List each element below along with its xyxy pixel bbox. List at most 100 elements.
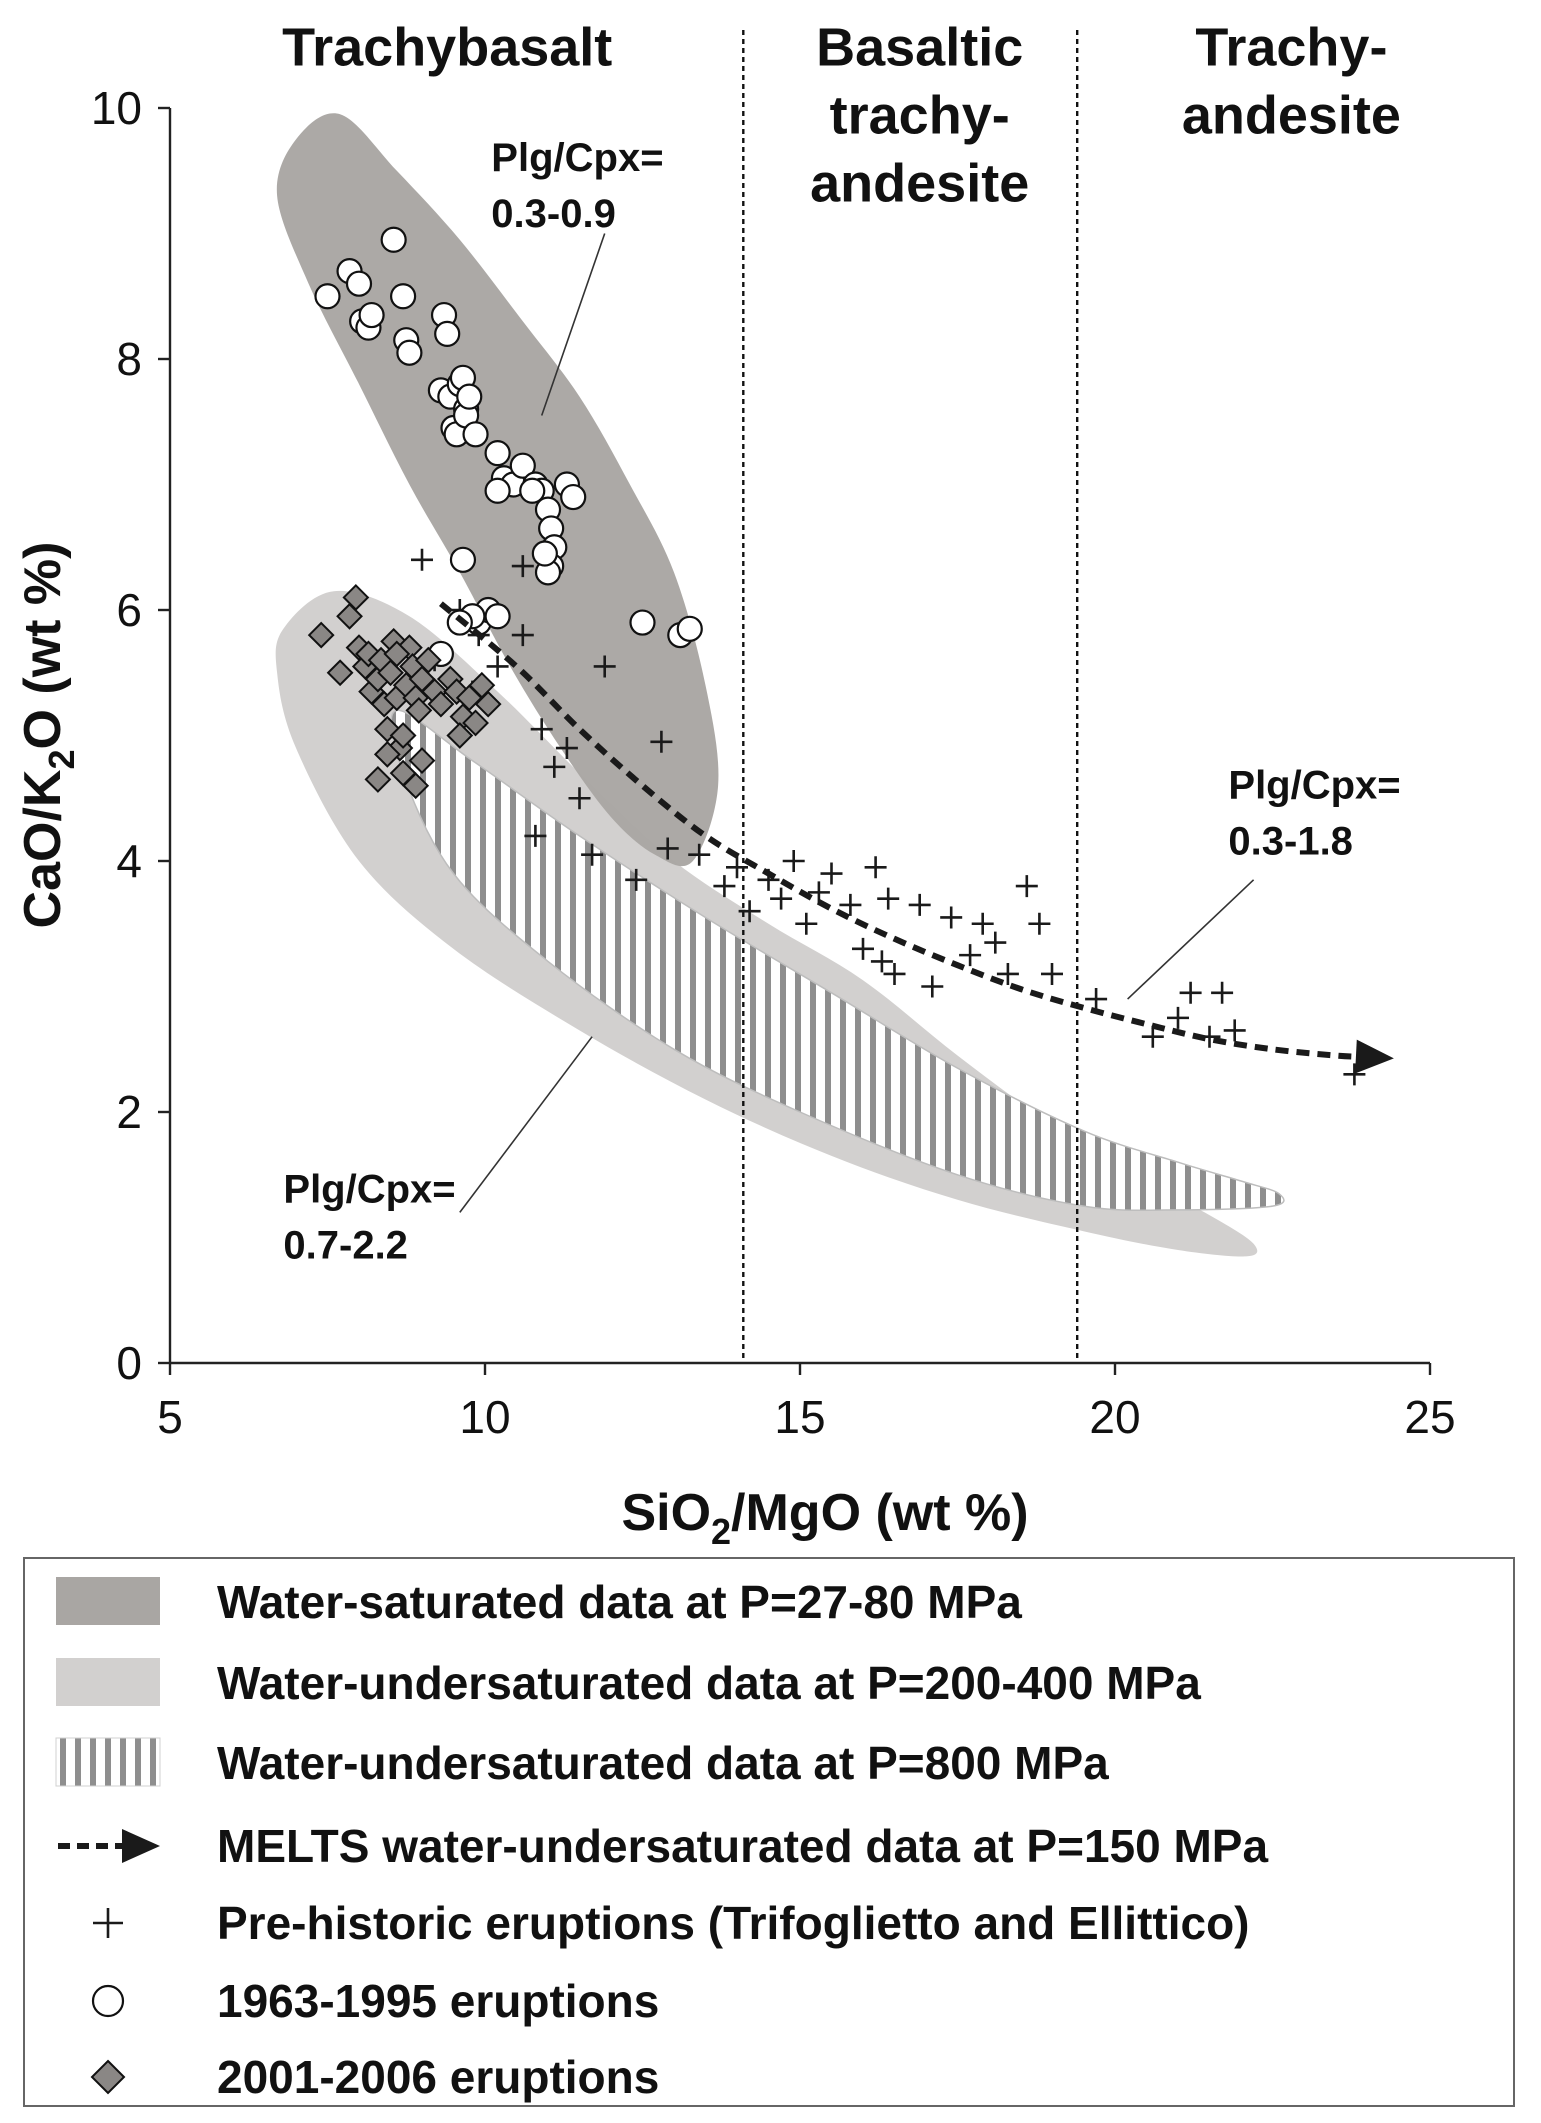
ratio-label-text: Plg/Cpx= [1228, 763, 1400, 807]
ratio-label-text: Plg/Cpx= [491, 136, 663, 180]
y-tick-label: 4 [116, 835, 142, 887]
point-2001-2006 [405, 696, 433, 724]
point-pre-historic [864, 856, 887, 879]
point-1963-1995 [484, 603, 511, 630]
point-pre-historic [1028, 912, 1051, 935]
point-2001-2006 [373, 740, 401, 768]
point-pre-historic [524, 824, 547, 847]
legend-swatch-field-light [56, 1658, 160, 1706]
legend-label: Water-undersaturated data at P=200-400 M… [217, 1657, 1201, 1709]
point-pre-historic [1179, 981, 1202, 1004]
legend-swatch-diamond [90, 2059, 126, 2095]
point-1963-1995 [390, 283, 417, 310]
point-pre-historic [883, 962, 906, 985]
point-pre-historic [726, 856, 748, 879]
legend-swatch-arrowhead [122, 1829, 160, 1863]
point-pre-historic [807, 881, 830, 904]
x-tick-label: 20 [1089, 1391, 1140, 1443]
point-2001-2006 [408, 747, 436, 775]
point-pre-historic [738, 900, 761, 923]
legend-swatch-field-dark [56, 1577, 160, 1625]
legend-label: Pre-historic eruptions (Trifoglietto and… [217, 1897, 1249, 1949]
point-2001-2006 [342, 584, 370, 611]
point-pre-historic [713, 875, 736, 898]
point-pre-historic [1085, 988, 1108, 1011]
y-axis-title: CaO/K2O (wt %) [14, 542, 82, 929]
point-pre-historic [839, 893, 862, 916]
legend-label: MELTS water-undersaturated data at P=150… [217, 1820, 1268, 1872]
ratio-label-text: 0.7-2.2 [283, 1223, 408, 1267]
x-tick-label: 25 [1404, 1391, 1455, 1443]
point-2001-2006 [389, 722, 417, 749]
melts-trend-layer [438, 601, 1394, 1074]
legend-swatch-stripes [55, 1737, 161, 1787]
point-pre-historic [650, 730, 673, 753]
point-2001-2006 [364, 766, 392, 793]
point-pre-historic [877, 887, 900, 910]
point-2001-2006 [307, 621, 335, 649]
point-pre-historic [555, 737, 578, 760]
legend: Water-saturated data at P=27-80 MPa Water… [23, 1557, 1515, 2107]
ratio-label-pointer [1127, 879, 1255, 1000]
annotations: Trachybasalt Basaltic trachy-andesite Trach… [282, 18, 1401, 1268]
point-pre-historic [984, 931, 1007, 954]
point-1963-1995 [519, 477, 546, 504]
y-tick-label: 6 [116, 584, 142, 636]
point-pre-historic [511, 555, 534, 578]
melts-trend-line [438, 601, 1373, 1061]
field-solid-light [275, 590, 1258, 1257]
point-pre-historic [1211, 981, 1234, 1004]
field-vertical-stripes [390, 709, 1285, 1212]
point-1963-1995 [462, 421, 489, 448]
point-1963-1995 [358, 301, 385, 329]
legend-label: Water-saturated data at P=27-80 MPa [217, 1576, 1022, 1628]
point-pre-historic [625, 868, 648, 891]
point-pre-historic [688, 843, 711, 866]
point-pre-historic [921, 975, 944, 998]
point-pre-historic [852, 937, 874, 960]
melts-arrowhead [1355, 1039, 1394, 1074]
point-2001-2006 [402, 772, 430, 800]
point-1963-1995 [456, 383, 483, 410]
ratio-label-text: 0.3-1.8 [1228, 819, 1353, 863]
point-pre-historic [1223, 1019, 1246, 1042]
rock-field-label: andesite [1182, 86, 1401, 146]
ratio-label-text: Plg/Cpx= [283, 1167, 455, 1211]
point-pre-historic [770, 887, 793, 910]
ratio-label-text: 0.3-0.9 [491, 192, 616, 236]
point-1963-1995 [560, 483, 587, 511]
point-1963-1995 [484, 477, 511, 504]
point-pre-historic [656, 837, 679, 860]
point-1963-1995 [396, 339, 423, 366]
point-1963-1995 [380, 226, 407, 253]
rock-field-label: Trachybasalt [282, 18, 612, 78]
point-1963-1995 [531, 540, 558, 567]
point-2001-2006 [326, 659, 354, 687]
point-1963-1995 [345, 270, 373, 297]
point-pre-historic [820, 862, 843, 885]
legend-box [23, 1557, 1515, 2107]
point-pre-historic [1141, 1025, 1164, 1048]
axes: 0 2 4 6 8 10 5 10 15 20 25 [91, 82, 1456, 1443]
ratio-label-pointer [540, 233, 606, 416]
legend-label: Water-undersaturated data at P=800 MPa [217, 1737, 1109, 1789]
point-pre-historic [511, 624, 534, 647]
point-1963-1995 [434, 320, 461, 347]
ratio-label-pointer [459, 1036, 593, 1213]
point-pre-historic [1167, 1006, 1189, 1029]
point-pre-historic [593, 655, 616, 678]
point-pre-historic [543, 755, 566, 778]
point-pre-historic [1343, 1063, 1366, 1086]
y-tick-label: 8 [116, 333, 142, 385]
point-2001-2006 [427, 690, 455, 718]
point-pre-historic [486, 655, 509, 678]
x-axis-title: SiO2/MgO (wt %) [621, 1484, 1028, 1552]
x-tick-label: 10 [459, 1391, 510, 1443]
rock-field-label: Trachy- [1195, 18, 1387, 78]
point-1963-1995 [314, 283, 341, 310]
point-1963-1995 [509, 452, 536, 479]
point-pre-historic [530, 718, 553, 741]
point-2001-2006 [414, 646, 442, 674]
point-1963-1995 [676, 615, 703, 642]
